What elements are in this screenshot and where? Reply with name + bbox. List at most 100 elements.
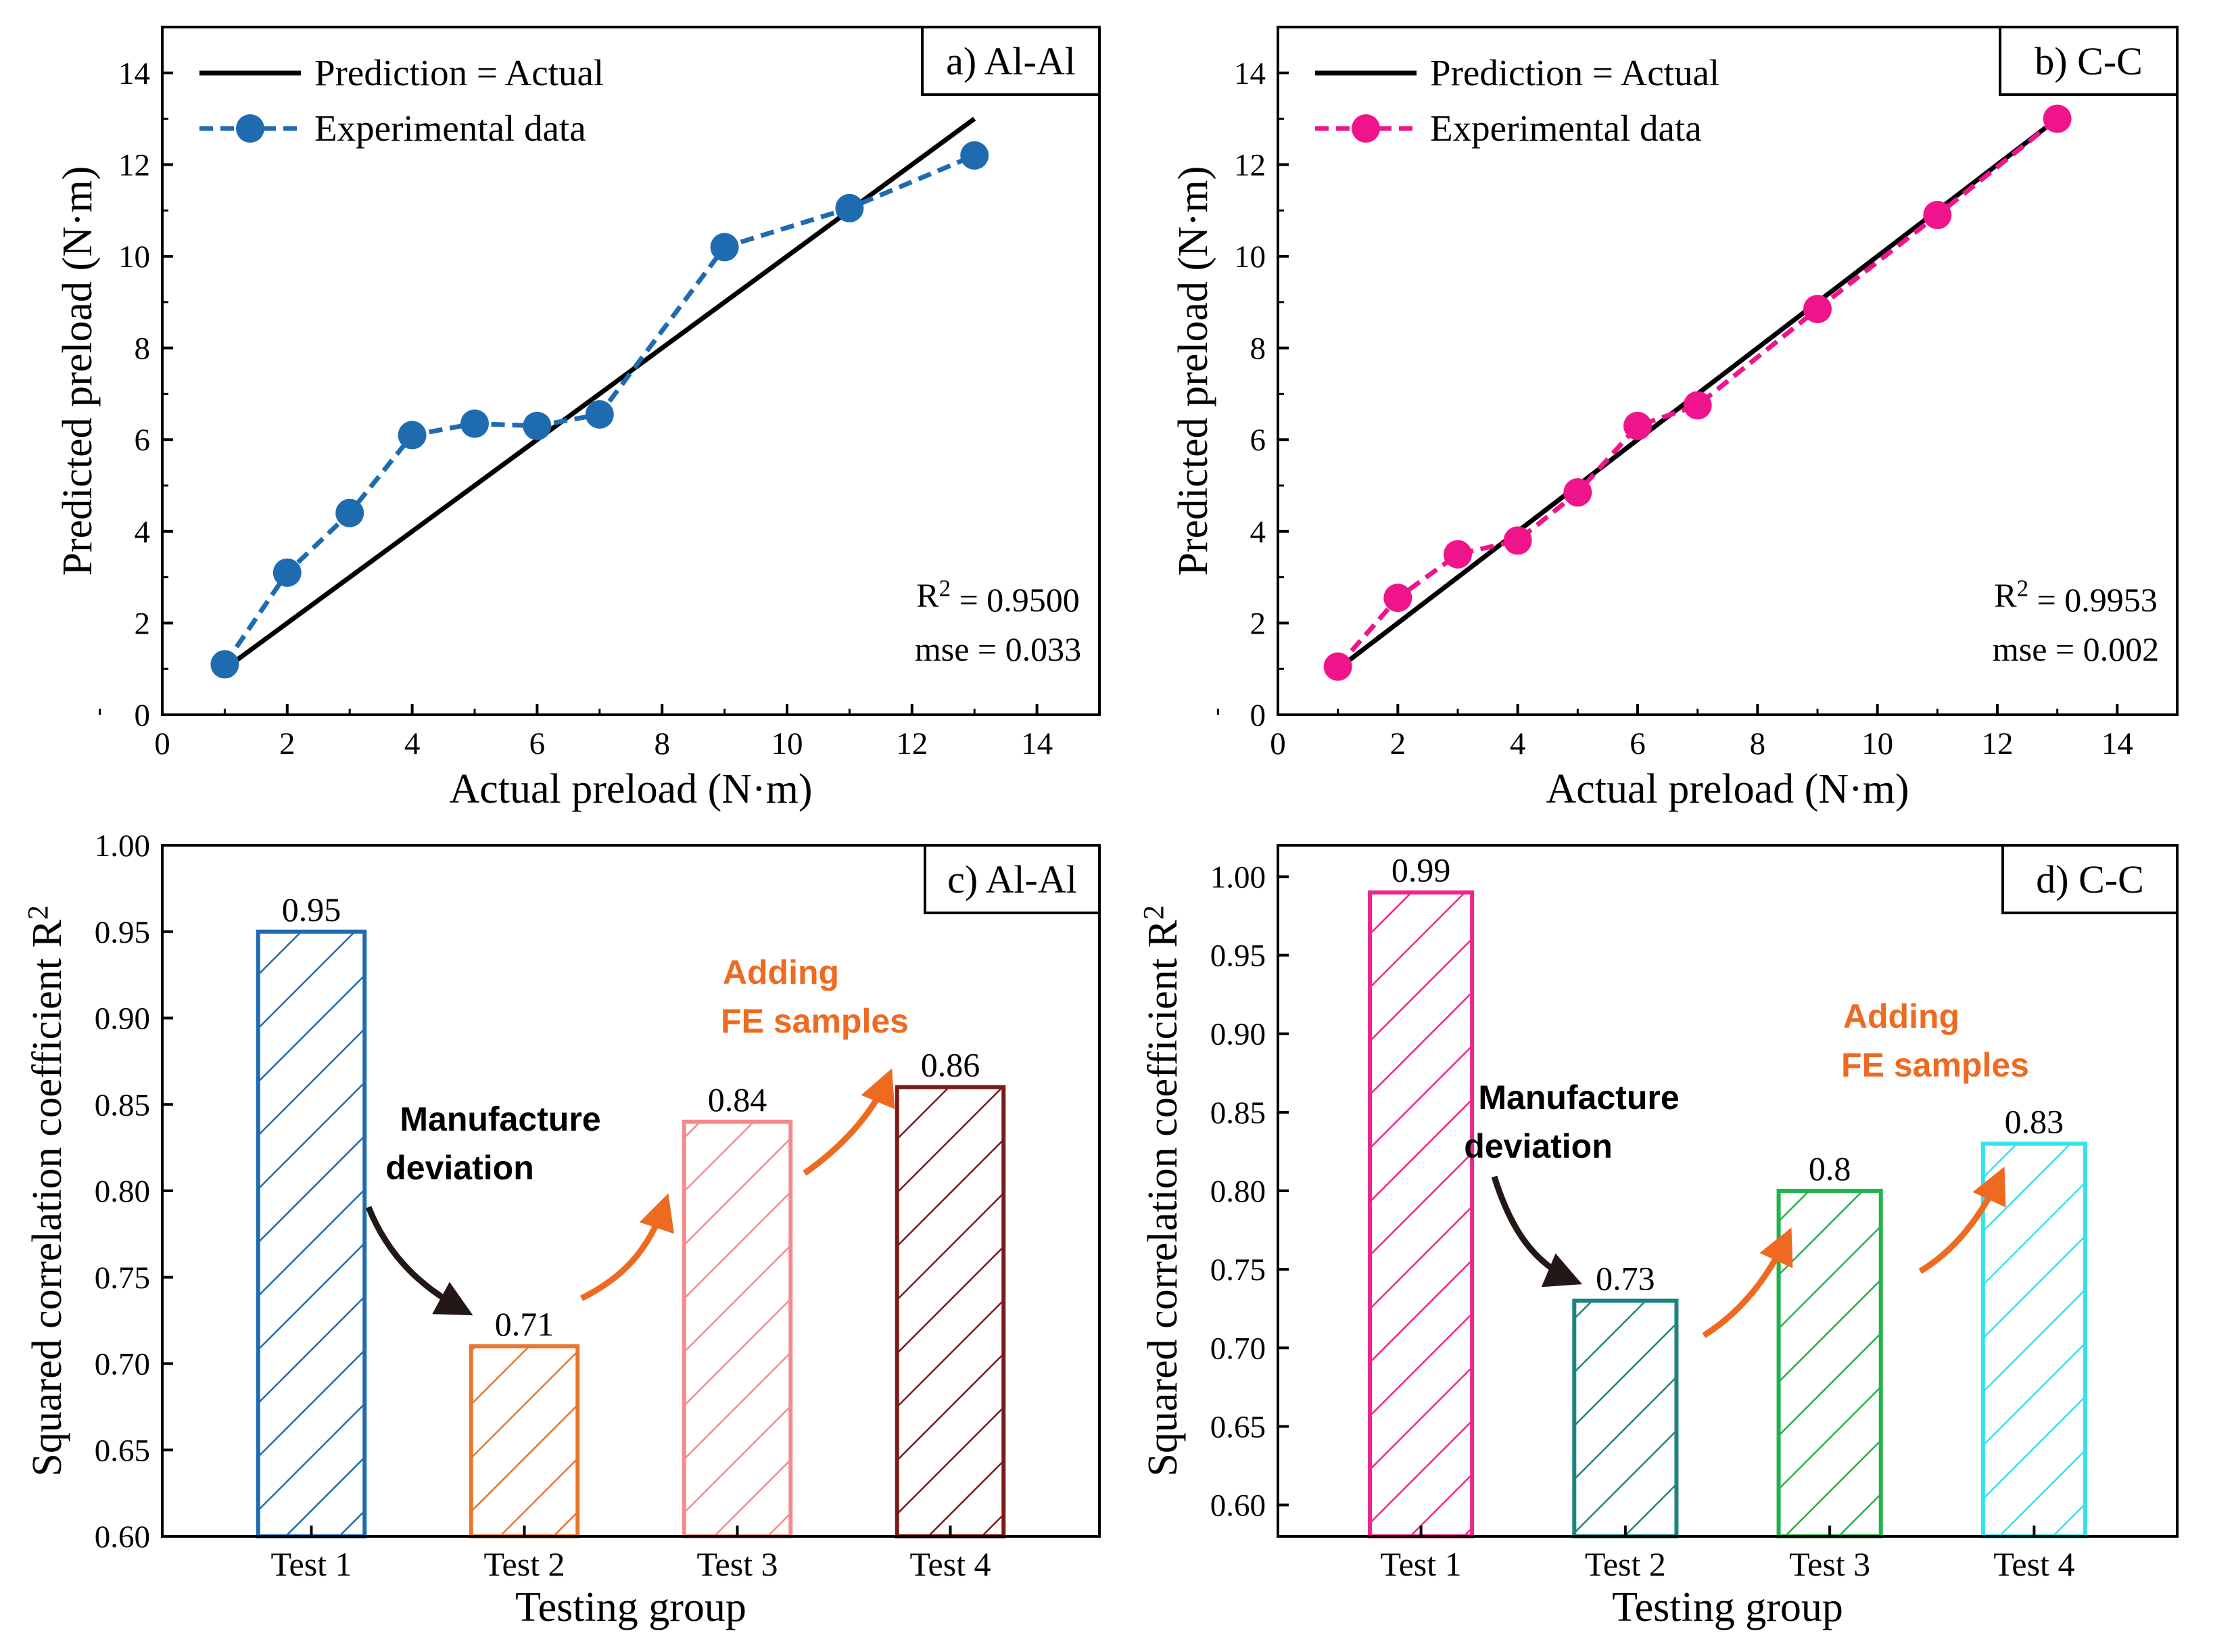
trend-arrow <box>1491 1175 1582 1288</box>
mse-stat: mse = 0.033 <box>915 630 1081 668</box>
y-tick-label: 14 <box>1234 56 1266 91</box>
r2-stat: R2 = 0.9953 <box>1994 575 2158 619</box>
category-label: Test 2 <box>483 1545 565 1583</box>
y-tick-label: 0.75 <box>1210 1252 1266 1288</box>
legend-data-label: Experimental data <box>1430 108 1702 149</box>
category-label: Test 3 <box>696 1545 778 1583</box>
data-point <box>210 650 239 679</box>
x-tick-label: 10 <box>771 726 803 761</box>
bar-value-label: 0.86 <box>921 1046 980 1084</box>
bar <box>682 1119 793 1539</box>
y-tick-label: 0.65 <box>95 1433 150 1468</box>
x-axis-title: Testing group <box>1612 1584 1843 1630</box>
y-tick-label: 4 <box>135 515 151 550</box>
legend-data-marker <box>1352 114 1380 143</box>
x-tick-label: 10 <box>1861 726 1893 761</box>
x-tick-label: 4 <box>404 726 421 761</box>
x-tick-label: 2 <box>1390 726 1406 761</box>
data-point <box>710 233 739 262</box>
bar <box>1776 1189 1883 1538</box>
panel-label-box <box>1999 26 2179 96</box>
y-tick-label: 0.70 <box>1210 1331 1266 1366</box>
adding-note: FE samples <box>721 1002 909 1040</box>
panel-label: b) C-C <box>2035 39 2143 83</box>
bar-value-label: 0.8 <box>1809 1150 1851 1187</box>
x-tick-label: 12 <box>1982 726 2014 761</box>
data-point <box>835 193 864 222</box>
data-point <box>1923 200 1952 229</box>
legend-identity-label: Prediction = Actual <box>1430 52 1719 93</box>
mse-stat: mse = 0.002 <box>1993 630 2159 668</box>
trend-arrow <box>579 1193 674 1302</box>
panel-b: 0 2 4 6 8 10 12 14 0 2 4 6 8 10 12 14 Actual preload (N·… <box>1170 26 2179 812</box>
y-tick-label: 0.80 <box>95 1174 150 1209</box>
y-tick-label: 2 <box>135 606 151 641</box>
trend-arrow <box>1702 1227 1793 1338</box>
data-point <box>272 558 302 587</box>
trend-arrow <box>365 1206 473 1316</box>
bar <box>1572 1298 1679 1539</box>
x-tick-label: 8 <box>654 726 670 761</box>
bar-value-label: 0.83 <box>2005 1102 2064 1140</box>
x-tick-label: 14 <box>1021 726 1053 761</box>
data-point <box>1383 584 1412 613</box>
data-point <box>1503 526 1532 555</box>
manufacture-note: Manufacture <box>400 1100 600 1138</box>
data-point <box>398 421 427 450</box>
y-tick-label: 12 <box>118 147 150 183</box>
plot-frame <box>1277 26 2179 716</box>
data-point <box>523 411 552 440</box>
bar-value-label: 0.84 <box>708 1081 767 1118</box>
bar-value-label: 0.99 <box>1392 851 1451 889</box>
x-tick-label: 6 <box>1630 726 1646 761</box>
plot-frame <box>161 26 1101 716</box>
bar <box>1980 1141 2087 1539</box>
x-tick-label: 4 <box>1510 726 1526 761</box>
data-point <box>1563 478 1592 507</box>
y-tick-label: 0.90 <box>95 1001 150 1037</box>
x-tick-label: 0 <box>154 726 170 761</box>
x-tick-label: 8 <box>1750 726 1766 761</box>
x-axis-title: Actual preload (N·m) <box>1546 766 1909 812</box>
panel-d: 0.99 Test 1 0.73 Test 2 0.8 Test 3 0.83 Test 4 0… <box>1137 844 2179 1630</box>
r2-stat: R2 = 0.9500 <box>916 575 1080 619</box>
data-point <box>585 400 614 429</box>
panel-label: d) C-C <box>2036 857 2144 901</box>
y-axis-title: Predicted preload (N·m) <box>1170 166 1216 576</box>
x-axis-title: Actual preload (N·m) <box>449 766 812 812</box>
y-tick-label: 0.95 <box>1210 939 1266 974</box>
bar <box>895 1085 1006 1538</box>
bar <box>256 929 367 1538</box>
y-tick-label: 8 <box>135 331 151 367</box>
panel-label-box <box>2001 844 2179 914</box>
data-point <box>1683 391 1712 420</box>
y-tick-label: 10 <box>118 239 150 275</box>
y-tick-label: 6 <box>135 423 151 458</box>
panel-label-box <box>924 844 1101 914</box>
legend-identity-label: Prediction = Actual <box>314 52 604 93</box>
y-tick-label: 0.90 <box>1210 1017 1266 1052</box>
y-tick-label: 0.60 <box>1210 1488 1266 1524</box>
data-point <box>960 141 989 170</box>
trend-arrow <box>1918 1166 2006 1274</box>
x-tick-label: 0 <box>1270 726 1286 761</box>
bar-value-label: 0.71 <box>495 1305 554 1343</box>
y-tick-label: 0.85 <box>95 1087 150 1123</box>
x-tick-label: 12 <box>896 726 928 761</box>
panel-label-box <box>921 26 1101 96</box>
manufacture-note: deviation <box>1464 1127 1612 1165</box>
y-tick-label: 0.75 <box>95 1260 150 1296</box>
category-label: Test 4 <box>1993 1545 2074 1583</box>
panel-c: 0.95 Test 1 0.71 Test 2 0.84 Test 3 0.86 Test 4… <box>22 828 1101 1630</box>
category-label: Test 1 <box>1381 1545 1462 1583</box>
y-tick-label: 0 <box>135 698 151 733</box>
y-tick-label: 14 <box>118 56 150 91</box>
data-point <box>335 498 364 527</box>
manufacture-note: deviation <box>385 1149 533 1187</box>
bar-value-label: 0.95 <box>282 891 341 928</box>
y-tick-label: 0.65 <box>1210 1409 1266 1444</box>
legend-data-label: Experimental data <box>314 108 586 149</box>
x-axis-title: Testing group <box>515 1584 746 1630</box>
x-tick-label: 6 <box>529 726 546 761</box>
category-label: Test 4 <box>909 1545 991 1583</box>
